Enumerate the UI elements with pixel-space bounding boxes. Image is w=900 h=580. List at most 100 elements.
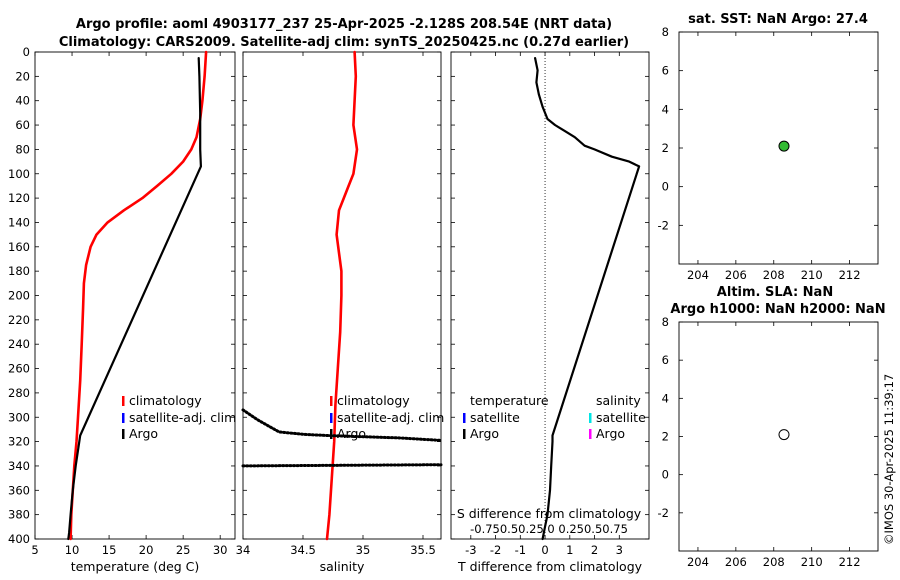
depth-tick-label: 80 [15,142,30,156]
depth-tick-label: 180 [8,264,30,278]
sla-panel: 204 206 208 210 212 -2 0 2 4 6 8 [658,315,879,569]
depth-tick-label: 300 [8,410,30,424]
salinity-x-tick-label: 35 [356,543,371,557]
depth-tick-label: 400 [8,532,30,546]
salinity-series-0 [325,50,359,541]
temp-legend-climatology-swatch [122,396,125,406]
salinity-x-tick-label: 34.5 [290,543,316,557]
difference-x-tick-label: 1 [566,543,573,557]
diff-legend-t-argo-swatch [463,429,466,439]
sla-y-tick-label: 8 [662,315,669,329]
sla-y-tick-label: 0 [662,468,669,482]
sst-x-tick-label: 206 [725,268,747,282]
sal-legend-argo-label: Argo [337,426,366,441]
depth-tick-label: 240 [8,337,30,351]
difference-panel: -3 -2 -1 0 1 2 3 T difference from climatology S… [450,51,650,574]
diff-legend-s-argo-label: Argo [596,426,625,441]
depth-tick-label: 0 [23,45,30,59]
sst-y-tick-label: 8 [662,25,669,39]
salinity-difference-ticks: -0.750.50.25 0 0.250.50.75 [470,522,628,536]
sst-x-tick-label: 210 [801,268,823,282]
depth-tick-label: 200 [8,289,30,303]
axes-box [450,51,650,540]
salinity-x-label: salinity [320,559,365,574]
difference-series-argo [534,57,641,541]
sst-x-tick-label: 208 [763,268,785,282]
diff-legend-s-satellite-label: satellite [596,410,646,425]
depth-tick-label: 20 [15,69,30,83]
salinity-x-tick-label: 34 [236,543,251,557]
temp-legend-argo-swatch [122,429,125,439]
sst-y-tick-label: 2 [662,141,669,155]
depth-tick-label: 260 [8,362,30,376]
sal-legend-argo-swatch [330,429,333,439]
imos-watermark: ©IMOS 30-Apr-2025 11:39:17 [882,374,896,545]
depth-tick-label: 220 [8,313,30,327]
sla-y-tick-label: 6 [662,353,669,367]
salinity-series-2 [241,463,443,468]
temperature-series-climatology [69,50,208,541]
difference-x-tick-label: 3 [616,543,623,557]
depth-tick-label: 40 [15,94,30,108]
temperature-series-argo [67,57,202,541]
salinity-x-tick-label: 35.5 [410,543,436,557]
salinity-panel: 34 34.5 35 35.5 salinity climatology satellite… [236,50,444,574]
temperature-x-tick-label: 25 [176,543,191,557]
temperature-x-tick-label: 30 [213,543,228,557]
sla-x-tick-label: 204 [687,555,709,569]
temp-legend-argo-label: Argo [129,426,158,441]
difference-x-tick-label: 0 [541,543,548,557]
sla-title-1: Altim. SLA: NaN [717,285,833,300]
diff-legend-temperature: temperature [470,393,549,408]
diff-legend-s-satellite-swatch [589,413,592,423]
temperature-panel: 5 10 15 20 25 3002040608010012014016018020022… [8,45,236,574]
depth-tick-label: 140 [8,215,30,229]
sla-x-tick-label: 206 [725,555,747,569]
sst-y-tick-label: 6 [662,64,669,78]
sla-title-2: Argo h1000: NaN h2000: NaN [670,302,885,317]
diff-legend-t-satellite-label: satellite [470,410,520,425]
depth-tick-label: 160 [8,240,30,254]
difference-top-label: S difference from climatology [457,506,642,521]
sst-panel: 204 206 208 210 212 -2 0 2 4 6 8 [658,25,879,282]
title-line-2: Climatology: CARS2009. Satellite-adj cli… [59,35,629,50]
difference-x-tick-label: -1 [515,543,526,557]
sal-legend-climatology-label: climatology [337,393,410,408]
depth-tick-label: 100 [8,167,30,181]
sst-marker [778,140,790,152]
sla-y-tick-label: 4 [662,391,669,405]
sla-x-tick-label: 212 [839,555,861,569]
sal-legend-satellite-label: satellite-adj. clim [337,410,444,425]
temperature-x-tick-label: 10 [65,543,80,557]
diff-legend-salinity: salinity [596,393,641,408]
sst-title: sat. SST: NaN Argo: 27.4 [688,12,868,27]
depth-tick-label: 340 [8,459,30,473]
depth-tick-label: 360 [8,483,30,497]
salinity-series-1 [241,408,443,442]
title-line-1: Argo profile: aoml 4903177_237 25-Apr-20… [76,17,612,32]
difference-x-tick-label: 2 [591,543,598,557]
axes-box [678,31,879,265]
temperature-x-tick-label: 20 [139,543,154,557]
sst-y-tick-label: 4 [662,102,669,116]
depth-tick-label: 120 [8,191,30,205]
sla-marker [778,429,790,441]
temp-legend-climatology-label: climatology [129,393,202,408]
axes-box [678,321,879,552]
difference-x-tick-label: -2 [490,543,501,557]
depth-tick-label: 280 [8,386,30,400]
diff-legend-t-argo-label: Argo [470,426,499,441]
temperature-x-tick-label: 5 [31,543,38,557]
temperature-x-tick-label: 15 [102,543,117,557]
diff-legend-s-argo-swatch [589,429,592,439]
sla-y-tick-label: -2 [658,506,669,520]
temp-legend-satellite-swatch [122,413,125,423]
depth-tick-label: 60 [15,118,30,132]
axes-box [34,51,236,540]
sla-y-tick-label: 2 [662,430,669,444]
diff-legend-t-satellite-swatch [463,413,466,423]
sla-x-tick-label: 210 [801,555,823,569]
temp-legend-satellite-label: satellite-adj. clim [129,410,236,425]
sst-x-tick-label: 212 [839,268,861,282]
